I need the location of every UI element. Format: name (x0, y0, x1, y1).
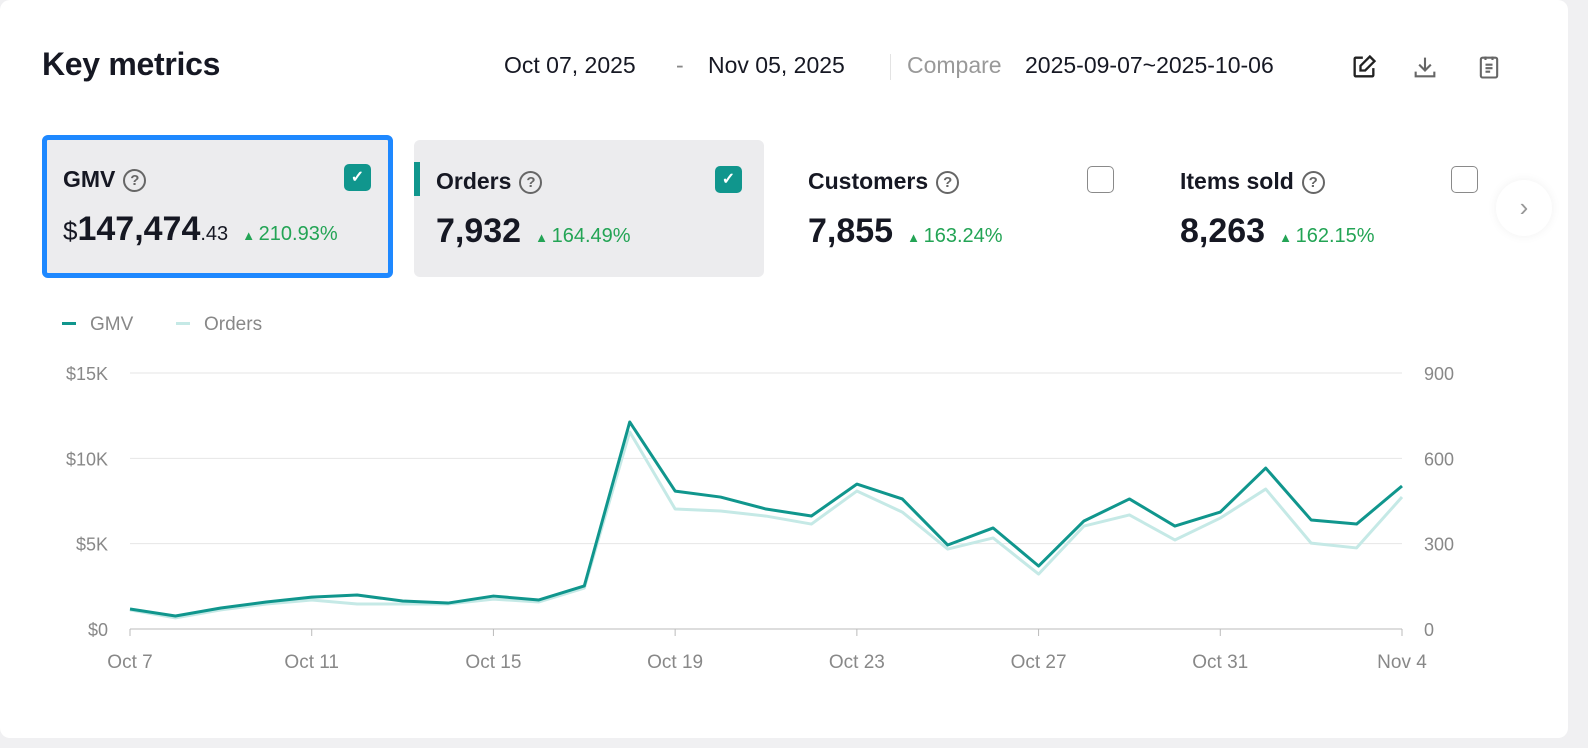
card-label: Orders (436, 168, 512, 194)
x-tick-label: Nov 4 (1377, 652, 1427, 673)
change-up: ▲ 210.93% (242, 223, 338, 245)
y-right-tick-label: 0 (1424, 620, 1434, 640)
card-checkbox[interactable] (1087, 166, 1114, 193)
help-icon[interactable]: ? (1301, 171, 1325, 194)
card-label: Items sold (1180, 168, 1294, 194)
metric-card-gmv[interactable]: GMV? ✓ $147,474.43 ▲ 210.93% (42, 135, 393, 278)
change-value: 163.24% (923, 225, 1003, 247)
card-checkbox[interactable] (1451, 166, 1478, 193)
date-separator: - (676, 52, 684, 78)
x-tick-label: Oct 15 (465, 652, 521, 673)
currency-symbol: $ (63, 216, 78, 246)
next-cards-chevron-icon[interactable]: › (1496, 180, 1552, 236)
end-date[interactable]: Nov 05, 2025 (708, 52, 845, 78)
legend-gmv[interactable]: GMV (62, 314, 133, 336)
card-value-decimal: .43 (200, 223, 229, 245)
change-value: 164.49% (551, 225, 631, 247)
clipboard-icon[interactable] (1475, 53, 1503, 81)
gmv-line (129, 420, 1403, 618)
help-icon[interactable]: ? (519, 171, 543, 194)
y-left-tick-label: $10K (66, 449, 108, 469)
legend-orders[interactable]: Orders (176, 314, 262, 336)
card-value: 7,855 (808, 212, 894, 250)
up-arrow-icon: ▲ (242, 228, 259, 243)
up-arrow-icon: ▲ (535, 230, 552, 245)
divider (890, 54, 891, 80)
y-left-tick-label: $5K (76, 535, 108, 555)
y-left-tick-label: $15K (66, 364, 108, 384)
card-value: 147,474 (77, 210, 201, 248)
download-icon[interactable] (1411, 53, 1439, 81)
y-right-tick-label: 600 (1424, 449, 1454, 469)
x-tick-label: Oct 31 (1192, 652, 1248, 673)
card-value: 7,932 (436, 212, 522, 250)
metric-card-items-sold[interactable]: Items sold? 8,263 ▲ 162.15% (1158, 140, 1508, 277)
series-color-bar (414, 162, 420, 196)
x-tick-label: Oct 11 (284, 652, 339, 673)
compare-range[interactable]: 2025-09-07~2025-10-06 (1025, 52, 1274, 78)
card-value: 8,263 (1180, 212, 1266, 250)
x-tick-label: Oct 23 (829, 652, 885, 673)
x-tick-label: Oct 27 (1011, 652, 1067, 673)
metric-card-customers[interactable]: Customers? 7,855 ▲ 163.24% (786, 140, 1136, 277)
card-checkbox[interactable]: ✓ (715, 166, 742, 193)
edit-icon[interactable] (1350, 53, 1378, 81)
compare-label: Compare (907, 52, 1002, 78)
change-value: 162.15% (1295, 225, 1375, 247)
start-date[interactable]: Oct 07, 2025 (504, 52, 636, 78)
up-arrow-icon: ▲ (1279, 230, 1296, 245)
metric-card-orders[interactable]: Orders? ✓ 7,932 ▲ 164.49% (414, 140, 764, 277)
y-right-tick-label: 900 (1424, 364, 1454, 384)
x-tick-label: Oct 7 (107, 652, 152, 673)
y-right-tick-label: 300 (1424, 535, 1454, 555)
card-checkbox[interactable]: ✓ (344, 164, 371, 191)
help-icon[interactable]: ? (123, 169, 147, 192)
up-arrow-icon: ▲ (907, 230, 924, 245)
page-title: Key metrics (42, 46, 221, 82)
line-chart: $0 0 $5K 300 $10K 600 $15K 900 Oct 7 Oct 11 Oct 15… (66, 364, 1454, 673)
y-left-tick-label: $0 (88, 620, 108, 640)
x-tick-label: Oct 19 (647, 652, 703, 673)
help-icon[interactable]: ? (936, 171, 960, 194)
card-label: Customers (808, 168, 929, 194)
key-metrics-panel: Key metrics Oct 07, 2025 - Nov 05, 2025 … (0, 0, 1568, 738)
card-label: GMV (63, 166, 116, 192)
orders-line (129, 430, 1404, 620)
